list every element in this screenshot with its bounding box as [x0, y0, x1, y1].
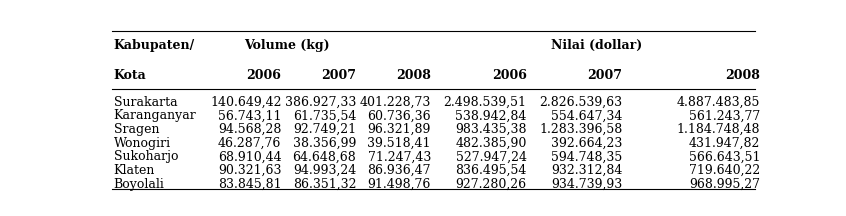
- Text: Volume (kg): Volume (kg): [244, 39, 330, 52]
- Text: 1.184.748,48: 1.184.748,48: [677, 123, 760, 136]
- Text: 38.356,99: 38.356,99: [293, 137, 356, 150]
- Text: Karanganyar: Karanganyar: [113, 110, 196, 122]
- Text: 401.228,73: 401.228,73: [360, 96, 431, 109]
- Text: 2008: 2008: [396, 69, 431, 82]
- Text: 386.927,33: 386.927,33: [285, 96, 356, 109]
- Text: 83.845,81: 83.845,81: [217, 178, 282, 191]
- Text: 94.993,24: 94.993,24: [293, 164, 356, 177]
- Text: 561.243,77: 561.243,77: [689, 110, 760, 122]
- Text: Klaten: Klaten: [113, 164, 155, 177]
- Text: 56.743,11: 56.743,11: [218, 110, 282, 122]
- Text: 86.351,32: 86.351,32: [293, 178, 356, 191]
- Text: Surakarta: Surakarta: [113, 96, 178, 109]
- Text: 68.910,44: 68.910,44: [217, 150, 282, 163]
- Text: 39.518,41: 39.518,41: [367, 137, 431, 150]
- Text: 2.498.539,51: 2.498.539,51: [443, 96, 527, 109]
- Text: 983.435,38: 983.435,38: [455, 123, 527, 136]
- Text: 2007: 2007: [587, 69, 623, 82]
- Text: Sragen: Sragen: [113, 123, 159, 136]
- Text: 2008: 2008: [725, 69, 760, 82]
- Text: 140.649,42: 140.649,42: [210, 96, 282, 109]
- Text: 927.280,26: 927.280,26: [455, 178, 527, 191]
- Text: Kabupaten/: Kabupaten/: [113, 39, 195, 52]
- Text: Boyolali: Boyolali: [113, 178, 164, 191]
- Text: 968.995,27: 968.995,27: [689, 178, 760, 191]
- Text: 61.735,54: 61.735,54: [293, 110, 356, 122]
- Text: 2006: 2006: [246, 69, 282, 82]
- Text: 46.287,76: 46.287,76: [218, 137, 282, 150]
- Text: 554.647,34: 554.647,34: [551, 110, 623, 122]
- Text: 932.312,84: 932.312,84: [551, 164, 623, 177]
- Text: 94.568,28: 94.568,28: [218, 123, 282, 136]
- Text: 2.826.539,63: 2.826.539,63: [539, 96, 623, 109]
- Text: 527.947,24: 527.947,24: [456, 150, 527, 163]
- Text: 594.748,35: 594.748,35: [551, 150, 623, 163]
- Text: 92.749,21: 92.749,21: [293, 123, 356, 136]
- Text: 96.321,89: 96.321,89: [367, 123, 431, 136]
- Text: Sukoharjo: Sukoharjo: [113, 150, 179, 163]
- Text: Wonogiri: Wonogiri: [113, 137, 171, 150]
- Text: 64.648,68: 64.648,68: [293, 150, 356, 163]
- Text: 2007: 2007: [321, 69, 356, 82]
- Text: 538.942,84: 538.942,84: [455, 110, 527, 122]
- Text: 482.385,90: 482.385,90: [455, 137, 527, 150]
- Text: 431.947,82: 431.947,82: [689, 137, 760, 150]
- Text: 719.640,22: 719.640,22: [689, 164, 760, 177]
- Text: 91.498,76: 91.498,76: [367, 178, 431, 191]
- Text: Kota: Kota: [113, 69, 146, 82]
- Text: 1.283.396,58: 1.283.396,58: [539, 123, 623, 136]
- Text: 60.736,36: 60.736,36: [367, 110, 431, 122]
- Text: 934.739,93: 934.739,93: [551, 178, 623, 191]
- Text: 836.495,54: 836.495,54: [455, 164, 527, 177]
- Text: 566.643,51: 566.643,51: [689, 150, 760, 163]
- Text: 2006: 2006: [492, 69, 527, 82]
- Text: 392.664,23: 392.664,23: [551, 137, 623, 150]
- Text: 4.887.483,85: 4.887.483,85: [677, 96, 760, 109]
- Text: Nilai (dollar): Nilai (dollar): [552, 39, 642, 52]
- Text: 86.936,47: 86.936,47: [367, 164, 431, 177]
- Text: 90.321,63: 90.321,63: [218, 164, 282, 177]
- Text: 71.247,43: 71.247,43: [367, 150, 431, 163]
